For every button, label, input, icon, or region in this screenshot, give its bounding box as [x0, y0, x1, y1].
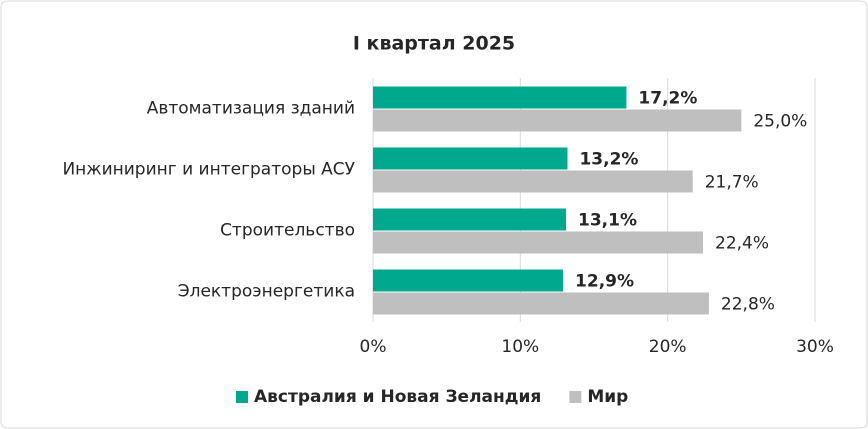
x-tick-label: 10%: [501, 337, 539, 357]
y-tick-label: Электроэнергетика: [178, 282, 355, 302]
legend-label: Мир: [587, 387, 628, 407]
bar: [373, 170, 693, 193]
x-tick-label: 20%: [649, 337, 687, 357]
bar: [373, 208, 567, 231]
value-label: 17,2%: [638, 89, 697, 109]
bar: [373, 292, 709, 315]
y-tick-label: Автоматизация зданий: [147, 99, 355, 119]
value-label: 12,9%: [575, 272, 634, 292]
bar: [373, 86, 627, 109]
y-tick-label: Строительство: [220, 221, 355, 241]
x-tick-label: 0%: [360, 337, 387, 357]
bar: [373, 231, 704, 254]
chart-title: I квартал 2025: [353, 33, 515, 55]
value-label: 22,8%: [721, 295, 775, 315]
value-label: 13,1%: [578, 211, 637, 231]
legend-swatch: [236, 391, 248, 403]
value-label: 22,4%: [715, 234, 769, 254]
bar: [373, 269, 564, 292]
legend-label: Австралия и Новая Зеландия: [254, 387, 541, 407]
value-label: 13,2%: [579, 150, 638, 170]
bar: [373, 147, 568, 170]
value-label: 21,7%: [705, 173, 759, 193]
x-tick-label: 30%: [796, 337, 834, 357]
legend-swatch: [569, 391, 582, 403]
y-tick-label: Инжиниринг и интеграторы АСУ: [62, 160, 355, 180]
value-label: 25,0%: [753, 112, 807, 132]
bar: [373, 109, 742, 132]
